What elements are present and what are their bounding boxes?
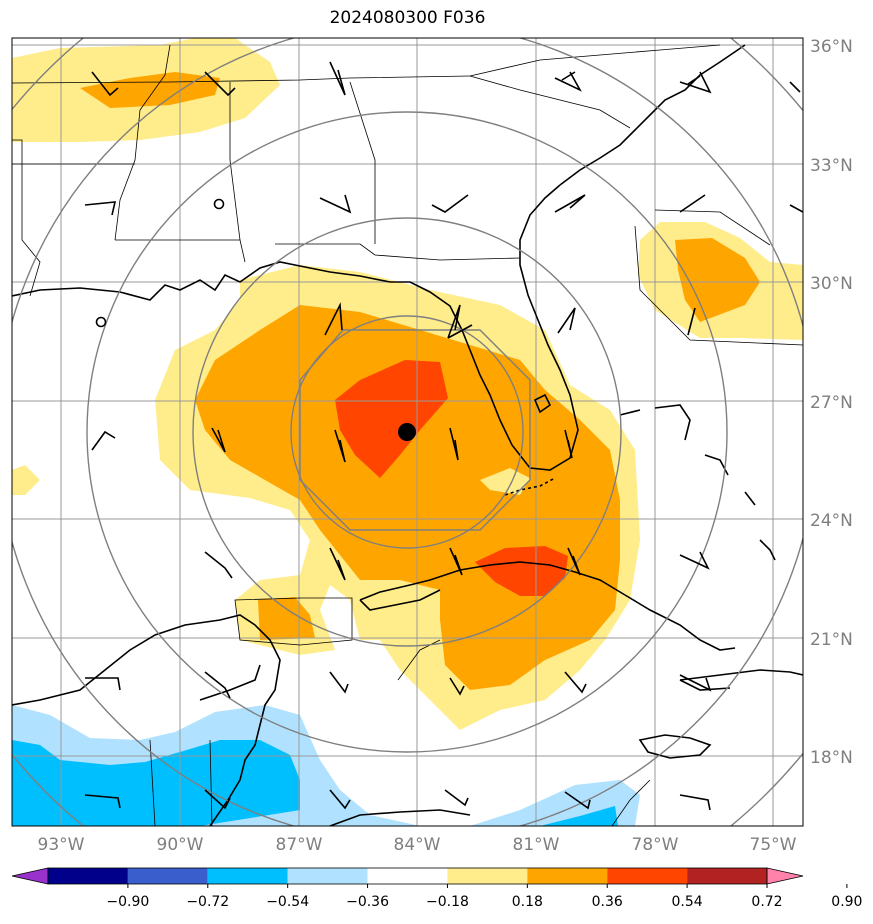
colorbar-tick-label: 0.36: [592, 894, 623, 910]
colorbar-tick-label: 0.90: [831, 894, 862, 910]
lat-label: 27°N: [810, 393, 853, 413]
lon-label: 84°W: [394, 835, 441, 855]
latitude-labels: 36°N 33°N 30°N 27°N 24°N 21°N 18°N: [810, 37, 853, 768]
colorbar-tick-label: −0.90: [106, 894, 149, 910]
storm-center-marker: [398, 423, 416, 441]
lat-label: 33°N: [810, 156, 853, 176]
colorbar-tick-label: −0.54: [266, 894, 309, 910]
lon-label: 87°W: [276, 835, 323, 855]
calm-wind-marker: [213, 198, 225, 210]
colorbar-segment: [127, 868, 208, 884]
state-borders: [12, 44, 803, 826]
lat-label: 36°N: [810, 37, 853, 57]
wind-barbs: [84, 61, 803, 811]
colorbar-tick-label: 0.72: [751, 894, 782, 910]
longitude-labels: 93°W 90°W 87°W 84°W 81°W 78°W 75°W: [38, 835, 797, 855]
colorbar-segment: [527, 868, 608, 884]
lat-label: 18°N: [810, 748, 853, 768]
colorbar-tick-label: 0.54: [672, 894, 703, 910]
colorbar-segment: [48, 868, 128, 884]
colorbar-segment: [607, 868, 688, 884]
colorbar-tick-label: 0.18: [512, 894, 543, 910]
colorbar-extend-high: [766, 867, 804, 885]
contour-deep-sky-blue: [12, 740, 618, 826]
colorbar-segment: [287, 868, 368, 884]
colorbar-tick-label: −0.72: [186, 894, 229, 910]
lon-label: 93°W: [38, 835, 85, 855]
lon-label: 90°W: [157, 835, 204, 855]
colorbar-segment: [687, 868, 767, 884]
map-frame: [11, 37, 804, 827]
contour-red-orange: [335, 360, 568, 596]
colorbar-tick-label: −0.18: [426, 894, 469, 910]
lon-label: 81°W: [513, 835, 560, 855]
map-title: 2024080300 F036: [329, 8, 486, 28]
colorbar-segment: [207, 868, 288, 884]
colorbar: −0.90 −0.72 −0.54 −0.36 −0.18 0.18 0.36 0.54 0.7…: [11, 867, 862, 910]
lat-label: 21°N: [810, 630, 853, 650]
lat-label: 24°N: [810, 511, 853, 531]
lon-label: 75°W: [750, 835, 797, 855]
lat-label: 30°N: [810, 274, 853, 294]
colorbar-tick-label: −0.36: [346, 894, 389, 910]
calm-wind-marker: [95, 316, 107, 328]
colorbar-extend-low: [11, 867, 49, 885]
colorbar-segment: [367, 868, 448, 884]
colorbar-outline: [47, 867, 768, 885]
lon-label: 78°W: [632, 835, 679, 855]
colorbar-segment: [447, 868, 528, 884]
